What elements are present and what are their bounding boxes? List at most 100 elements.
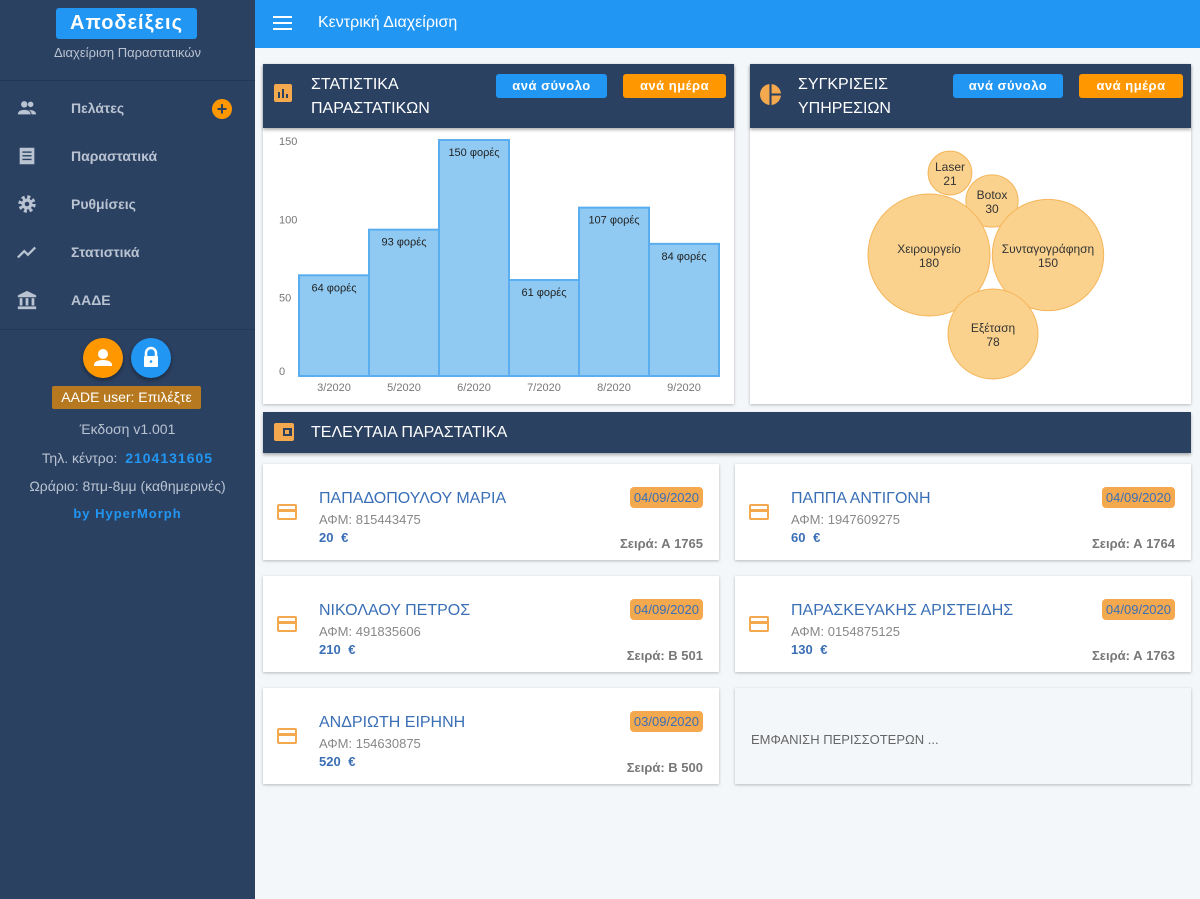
y-tick-label: 50	[279, 293, 291, 305]
bar	[578, 206, 650, 377]
invoice-card[interactable]: ΝΙΚΟΛΑΟΥ ΠΕΤΡΟΣ ΑΦΜ: 491835606 210 € 04/…	[263, 576, 719, 672]
brand-subtitle: Διαχείριση Παραστατικών	[53, 45, 202, 60]
credit-link[interactable]: by HyperMorph	[73, 506, 182, 521]
client-name[interactable]: ΠΑΡΑΣΚΕΥΑΚΗΣ ΑΡΙΣΤΕΙΔΗΣ	[791, 602, 1014, 619]
bar-chart-icon	[274, 84, 292, 102]
bar-data-label: 84 φορές	[661, 251, 706, 263]
client-afm: ΑΦΜ: 815443475	[319, 512, 421, 527]
sidebar-item-statistics[interactable]: Στατιστικά	[0, 228, 255, 276]
client-name[interactable]: ΝΙΚΟΛΑΟΥ ΠΕΤΡΟΣ	[319, 602, 471, 619]
hours-text: Ωράριο: 8πμ-8μμ (καθημερινές)	[29, 478, 226, 494]
phone-line: Τηλ. κέντρο: 2104131605	[0, 450, 255, 466]
sidebar-item-aade[interactable]: ΑΑΔΕ	[0, 276, 255, 324]
y-tick-label: 150	[279, 136, 297, 148]
sidebar-item-clients[interactable]: Πελάτες	[0, 84, 255, 132]
bubble	[867, 193, 991, 317]
recent-title: ΤΕΛΕΥΤΑΙΑ ΠΑΡΑΣΤΑΤΙΚΑ	[311, 424, 508, 441]
menu-icon[interactable]	[273, 16, 292, 30]
sidebar-item-settings[interactable]: Ρυθμίσεις	[0, 180, 255, 228]
invoice-amount: 520 €	[319, 754, 356, 769]
credit-card-icon	[277, 616, 297, 632]
per-total-button[interactable]: ανά σύνολο	[953, 74, 1063, 98]
bubble-value: 78	[986, 335, 1000, 349]
per-total-button[interactable]: ανά σύνολο	[496, 74, 607, 98]
show-more-button[interactable]: ΕΜΦΑΝΙΣΗ ΠΕΡΙΣΣΟΤΕΡΩΝ ...	[735, 688, 1191, 784]
divider	[0, 329, 255, 330]
show-more-label: ΕΜΦΑΝΙΣΗ ΠΕΡΙΣΣΟΤΕΡΩΝ ...	[751, 732, 939, 747]
invoice-amount: 60 €	[791, 530, 821, 545]
bubble	[991, 198, 1105, 312]
invoice-series: Σειρά: Α 1765	[620, 536, 703, 551]
profile-button[interactable]	[83, 338, 123, 378]
divider	[0, 80, 255, 81]
phone-link[interactable]: 2104131605	[125, 450, 214, 466]
client-name[interactable]: ΑΝΔΡΙΩΤΗ ΕΙΡΗΝΗ	[319, 714, 466, 731]
aade-user-badge[interactable]: AADE user: Επιλέξτε	[52, 386, 201, 409]
x-tick-label: 6/2020	[457, 382, 491, 394]
sidebar-item-label: ΑΑΔΕ	[71, 292, 111, 308]
per-day-button[interactable]: ανά ημέρα	[1079, 74, 1183, 98]
gear-icon	[18, 195, 36, 213]
credit-card-icon	[277, 728, 297, 744]
bubble	[947, 288, 1039, 380]
bank-icon	[17, 290, 37, 310]
sidebar-item-label: Πελάτες	[71, 100, 125, 116]
invoice-series: Σειρά: Β 501	[626, 648, 703, 663]
bubble	[965, 174, 1019, 228]
add-client-button[interactable]: +	[212, 99, 232, 119]
bubble-label: Χειρουργείο	[897, 242, 961, 256]
x-tick-label: 9/2020	[667, 382, 701, 394]
bar	[298, 274, 370, 378]
client-afm: ΑΦΜ: 0154875125	[791, 624, 901, 639]
client-afm: ΑΦΜ: 154630875	[319, 736, 421, 751]
invoice-card[interactable]: ΠΑΡΑΣΚΕΥΑΚΗΣ ΑΡΙΣΤΕΙΔΗΣ ΑΦΜ: 0154875125 …	[735, 576, 1191, 672]
user-icon	[94, 349, 112, 366]
bubble-value: 21	[943, 174, 957, 188]
sidebar-item-invoices[interactable]: Παραστατικά	[0, 132, 255, 180]
lock-button[interactable]	[131, 338, 171, 378]
recent-header: ΤΕΛΕΥΤΑΙΑ ΠΑΡΑΣΤΑΤΙΚΑ	[263, 412, 1191, 453]
invoice-series: Σειρά: Α 1764	[1092, 536, 1175, 551]
invoice-date-badge: 04/09/2020	[1101, 487, 1175, 508]
bar-chart: 0 50 100 150 64 φορές 3/2020 93 φορές 5/2020 150…	[279, 136, 720, 394]
x-tick-label: 8/2020	[597, 382, 631, 394]
bubble-label: Συνταγογράφηση	[1002, 242, 1094, 256]
stats-title: ΣΤΑΤΙΣΤΙΚΑ ΠΑΡΑΣΤΑΤΙΚΩΝ	[311, 76, 430, 117]
sidebar: Αποδείξεις Διαχείριση Παραστατικών Πελάτ…	[0, 0, 255, 899]
invoice-series: Σειρά: Α 1763	[1092, 648, 1175, 663]
top-bar: Κεντρική Διαχείριση	[255, 0, 1200, 48]
credit-card-icon	[277, 504, 297, 520]
invoice-card[interactable]: ΑΝΔΡΙΩΤΗ ΕΙΡΗΝΗ ΑΦΜ: 154630875 520 € 03/…	[263, 688, 719, 784]
client-afm: ΑΦΜ: 1947609275	[791, 512, 901, 527]
invoice-date-badge: 04/09/2020	[629, 487, 703, 508]
brand-logo[interactable]: Αποδείξεις	[56, 8, 197, 39]
people-icon	[17, 101, 37, 115]
sidebar-item-label: Ρυθμίσεις	[71, 196, 136, 212]
sidebar-item-label: Παραστατικά	[71, 148, 158, 164]
invoice-amount: 210 €	[319, 642, 356, 657]
bar	[368, 228, 440, 377]
invoice-card[interactable]: ΠΑΠΠΑ ΑΝΤΙΓΟΝΗ ΑΦΜ: 1947609275 60 € 04/0…	[735, 464, 1191, 560]
invoice-amount: 130 €	[791, 642, 828, 657]
bubble-value: 150	[1038, 256, 1058, 270]
client-name[interactable]: ΠΑΠΑΔΟΠΟΥΛΟΥ ΜΑΡΙΑ	[319, 490, 507, 507]
client-name[interactable]: ΠΑΠΠΑ ΑΝΤΙΓΟΝΗ	[791, 490, 931, 507]
compare-title: ΣΥΓΚΡΙΣΕΙΣ ΥΠΗΡΕΣΙΩΝ	[798, 76, 891, 117]
bar-data-label: 150 φορές	[448, 147, 499, 159]
x-tick-label: 5/2020	[387, 382, 421, 394]
per-day-button[interactable]: ανά ημέρα	[623, 74, 726, 98]
bubble-label: Botox	[977, 188, 1008, 202]
bar-data-label: 93 φορές	[381, 237, 426, 249]
receipt-icon	[19, 147, 35, 165]
stats-header: ΣΤΑΤΙΣΤΙΚΑ ΠΑΡΑΣΤΑΤΙΚΩΝ ανά σύνολο ανά ημ…	[263, 64, 734, 128]
x-tick-label: 7/2020	[527, 382, 561, 394]
bubble-label: Laser	[935, 160, 965, 174]
compare-header: ΣΥΓΚΡΙΣΕΙΣ ΥΠΗΡΕΣΙΩΝ ανά σύνολο ανά ημέρα	[750, 64, 1191, 128]
wallet-icon	[274, 423, 294, 441]
bar	[648, 242, 720, 377]
credit-card-icon	[749, 504, 769, 520]
invoice-amount: 20 €	[319, 530, 349, 545]
invoice-card[interactable]: ΠΑΠΑΔΟΠΟΥΛΟΥ ΜΑΡΙΑ ΑΦΜ: 815443475 20 € 0…	[263, 464, 719, 560]
lock-icon	[144, 346, 158, 367]
